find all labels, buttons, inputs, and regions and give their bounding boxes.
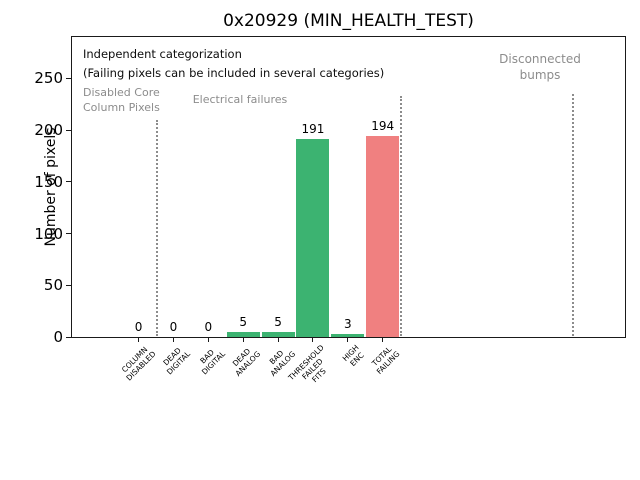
y-tick	[66, 181, 71, 183]
x-tick-label: DEAD DIGITAL	[161, 345, 193, 377]
y-tick-label: 0	[53, 328, 63, 346]
chart-title: 0x20929 (MIN_HEALTH_TEST)	[223, 11, 474, 31]
y-tick-label: 50	[43, 276, 63, 295]
y-tick	[66, 336, 71, 338]
bar-value-label: 5	[239, 314, 248, 329]
x-tick	[172, 338, 174, 342]
annotation-independent-categorization: Independent categorization	[83, 47, 242, 61]
y-tick	[66, 129, 71, 131]
x-tick	[312, 338, 314, 342]
section-divider	[572, 94, 574, 336]
annotation-failing-pixels-note: (Failing pixels can be included in sever…	[83, 66, 385, 80]
bar	[331, 333, 365, 337]
x-tick-label: COLUMN DISABLED	[119, 344, 158, 383]
y-tick	[66, 284, 71, 286]
x-tick	[207, 338, 209, 342]
section-label-disconnected-bumps: Disconnected bumps	[499, 52, 581, 82]
x-tick	[138, 338, 140, 342]
bar-value-label: 194	[371, 119, 395, 134]
y-tick-label: 250	[34, 69, 63, 88]
section-label-electrical-failures: Electrical failures	[192, 93, 288, 106]
plot-area	[71, 36, 626, 338]
bar-value-label: 0	[169, 320, 178, 334]
y-tick-label: 150	[34, 172, 63, 191]
y-tick-label: 100	[34, 224, 63, 243]
x-tick	[242, 338, 244, 342]
x-tick-label: BAD DIGITAL	[198, 347, 228, 377]
section-label-disabled-core-column-pixels: Disabled Core Column Pixels	[83, 86, 160, 114]
x-tick	[382, 338, 384, 342]
bar	[366, 136, 400, 337]
section-divider	[156, 120, 158, 336]
section-divider	[399, 96, 402, 336]
bar	[226, 331, 260, 337]
bar-value-label: 0	[134, 320, 143, 334]
bar	[296, 139, 330, 337]
bar-value-label: 5	[274, 314, 282, 329]
bar-value-label: 0	[204, 320, 213, 334]
bar	[261, 331, 295, 337]
bar-value-label: 3	[343, 316, 352, 331]
x-tick-label: HIGH ENC	[340, 343, 366, 369]
y-tick	[66, 233, 71, 235]
x-tick-label: DEAD ANALOG	[230, 346, 262, 379]
y-tick	[66, 77, 71, 79]
bar-value-label: 191	[301, 122, 325, 137]
x-tick	[347, 338, 349, 342]
x-tick	[277, 338, 279, 342]
x-tick-label: TOTAL FAILING	[370, 344, 402, 377]
y-tick-label: 200	[34, 121, 63, 140]
